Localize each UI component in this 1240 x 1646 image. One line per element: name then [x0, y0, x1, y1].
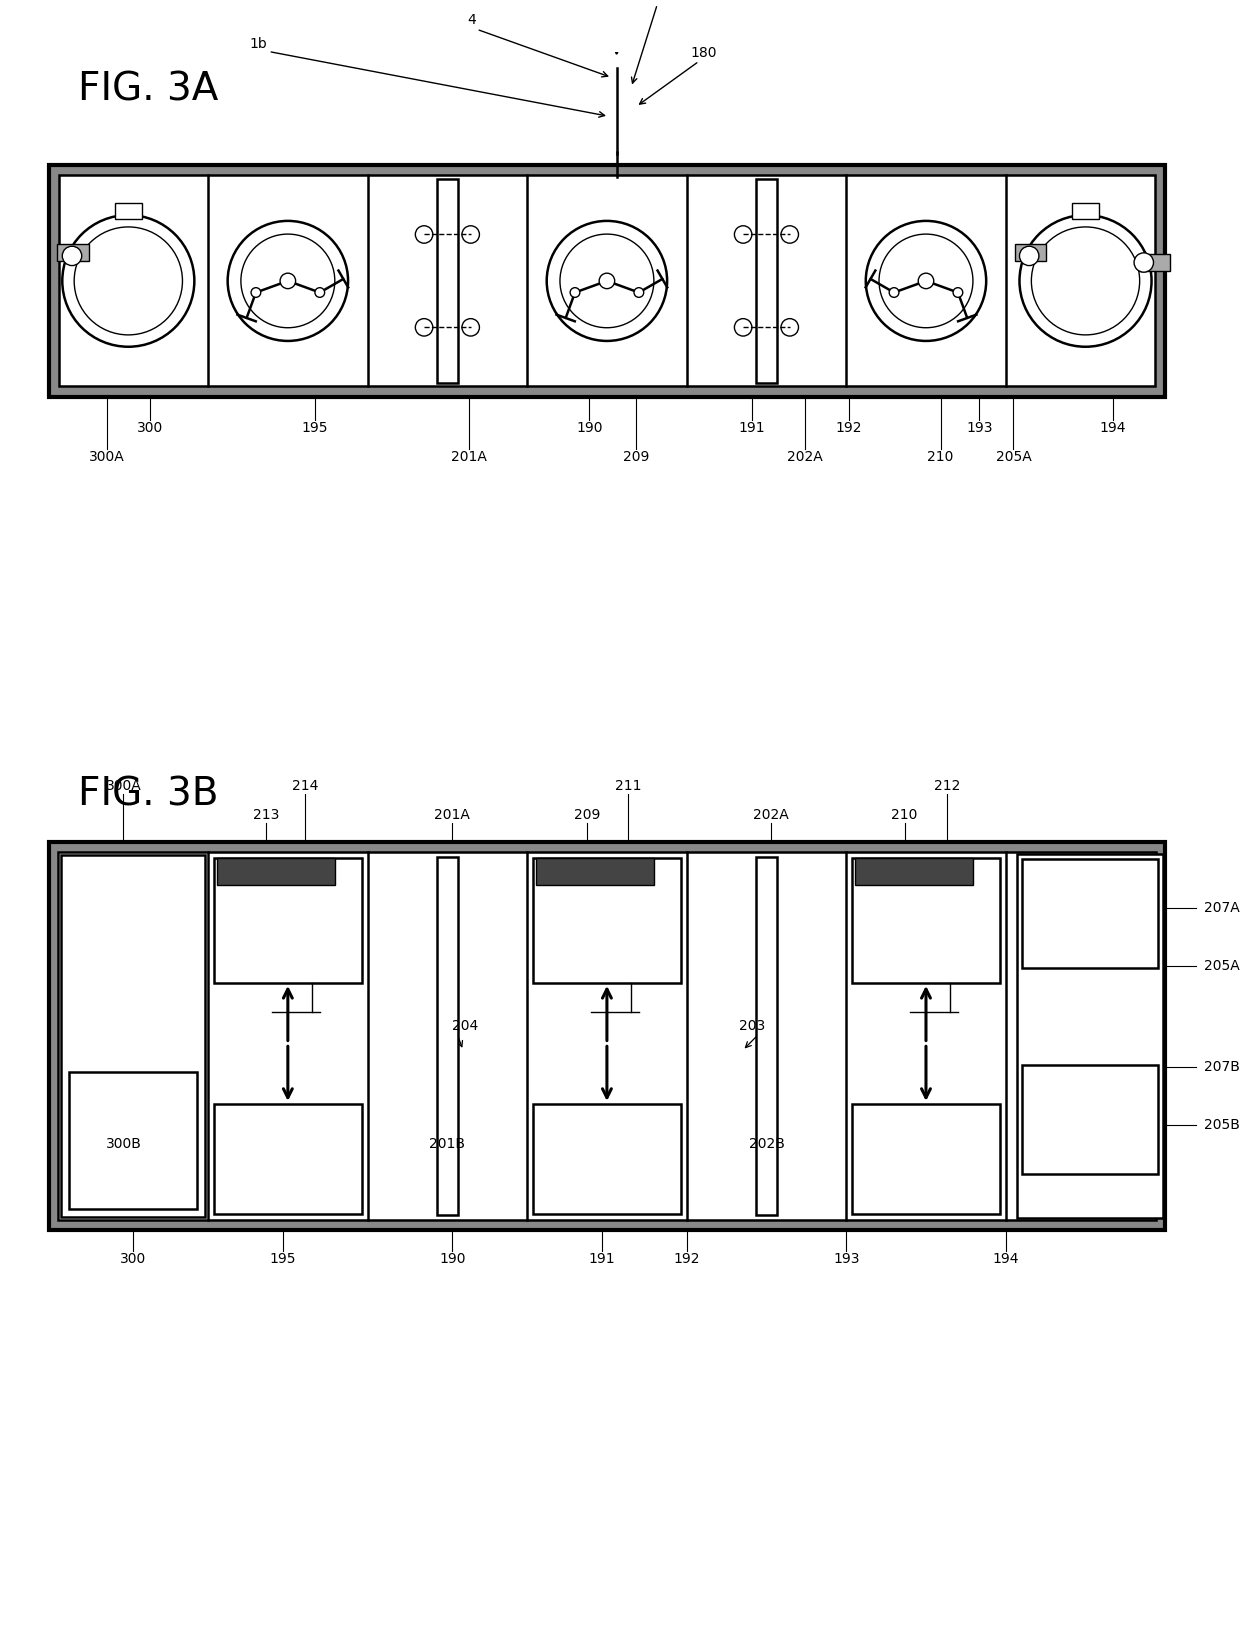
- Bar: [69, 1072, 197, 1210]
- Text: 209: 209: [574, 808, 600, 823]
- Circle shape: [918, 273, 934, 288]
- Text: 203: 203: [739, 1019, 765, 1034]
- Text: 4: 4: [467, 13, 476, 26]
- Text: 202B: 202B: [749, 1137, 785, 1152]
- Circle shape: [954, 288, 962, 298]
- Bar: [755, 858, 777, 1215]
- Bar: [533, 1104, 681, 1215]
- Text: FIG. 3A: FIG. 3A: [78, 71, 218, 109]
- Text: W: W: [653, 0, 667, 2]
- Bar: [533, 858, 681, 983]
- Text: 205A: 205A: [1204, 960, 1240, 973]
- Bar: [215, 858, 362, 983]
- Text: 201B: 201B: [429, 1137, 465, 1152]
- Circle shape: [62, 247, 82, 265]
- Bar: [115, 204, 141, 219]
- Text: 201A: 201A: [434, 808, 470, 823]
- Circle shape: [1019, 247, 1039, 265]
- Text: 212: 212: [934, 779, 961, 793]
- Bar: [1138, 253, 1171, 272]
- Bar: [1014, 244, 1045, 262]
- Text: 191: 191: [589, 1251, 615, 1266]
- Bar: [48, 843, 1166, 1230]
- Text: 210: 210: [892, 808, 918, 823]
- Text: 205A: 205A: [996, 449, 1032, 464]
- Text: 211: 211: [615, 779, 641, 793]
- Bar: [215, 1104, 362, 1215]
- Bar: [217, 858, 335, 886]
- Bar: [854, 858, 973, 886]
- Bar: [1017, 854, 1163, 1218]
- Text: 300: 300: [120, 1251, 146, 1266]
- Text: 194: 194: [1100, 421, 1126, 435]
- Text: 214: 214: [293, 779, 319, 793]
- Bar: [755, 179, 777, 382]
- Text: 300B: 300B: [105, 1137, 141, 1152]
- Circle shape: [634, 288, 644, 298]
- Circle shape: [250, 288, 260, 298]
- Bar: [1022, 1065, 1158, 1174]
- Text: 193: 193: [833, 1251, 859, 1266]
- Bar: [48, 165, 1166, 397]
- Text: FIG. 3B: FIG. 3B: [78, 775, 218, 813]
- Circle shape: [599, 273, 615, 288]
- Circle shape: [889, 288, 899, 298]
- Text: 195: 195: [301, 421, 329, 435]
- Text: 300A: 300A: [105, 779, 141, 793]
- Text: 1b: 1b: [249, 36, 268, 51]
- Text: 205B: 205B: [1204, 1118, 1240, 1132]
- Text: 180: 180: [691, 46, 717, 61]
- Bar: [852, 858, 999, 983]
- Text: 192: 192: [673, 1251, 699, 1266]
- Text: 300A: 300A: [89, 449, 125, 464]
- Circle shape: [570, 288, 580, 298]
- Bar: [58, 853, 1156, 1220]
- Text: 209: 209: [622, 449, 650, 464]
- Bar: [1022, 859, 1158, 968]
- Bar: [57, 244, 88, 262]
- Text: 202A: 202A: [787, 449, 823, 464]
- Text: 207B: 207B: [1204, 1060, 1240, 1075]
- Bar: [436, 179, 458, 382]
- Bar: [536, 858, 655, 886]
- Circle shape: [315, 288, 325, 298]
- Text: 300: 300: [136, 421, 162, 435]
- Text: 201A: 201A: [451, 449, 486, 464]
- Text: 207A: 207A: [1204, 902, 1240, 915]
- Text: 195: 195: [270, 1251, 296, 1266]
- Bar: [854, 858, 973, 886]
- Text: 213: 213: [253, 808, 280, 823]
- Text: 191: 191: [739, 421, 765, 435]
- Bar: [60, 176, 1154, 387]
- Text: 190: 190: [439, 1251, 465, 1266]
- Text: 194: 194: [992, 1251, 1019, 1266]
- Bar: [536, 858, 655, 886]
- Circle shape: [280, 273, 295, 288]
- Text: 204: 204: [451, 1019, 477, 1034]
- Bar: [1071, 204, 1099, 219]
- Text: 210: 210: [928, 449, 954, 464]
- Text: 193: 193: [966, 421, 993, 435]
- Bar: [436, 858, 458, 1215]
- Text: 190: 190: [577, 421, 603, 435]
- Text: 202A: 202A: [754, 808, 789, 823]
- Bar: [217, 858, 335, 886]
- Bar: [852, 1104, 999, 1215]
- Text: 192: 192: [836, 421, 862, 435]
- Circle shape: [1135, 253, 1153, 272]
- Bar: [61, 854, 205, 1216]
